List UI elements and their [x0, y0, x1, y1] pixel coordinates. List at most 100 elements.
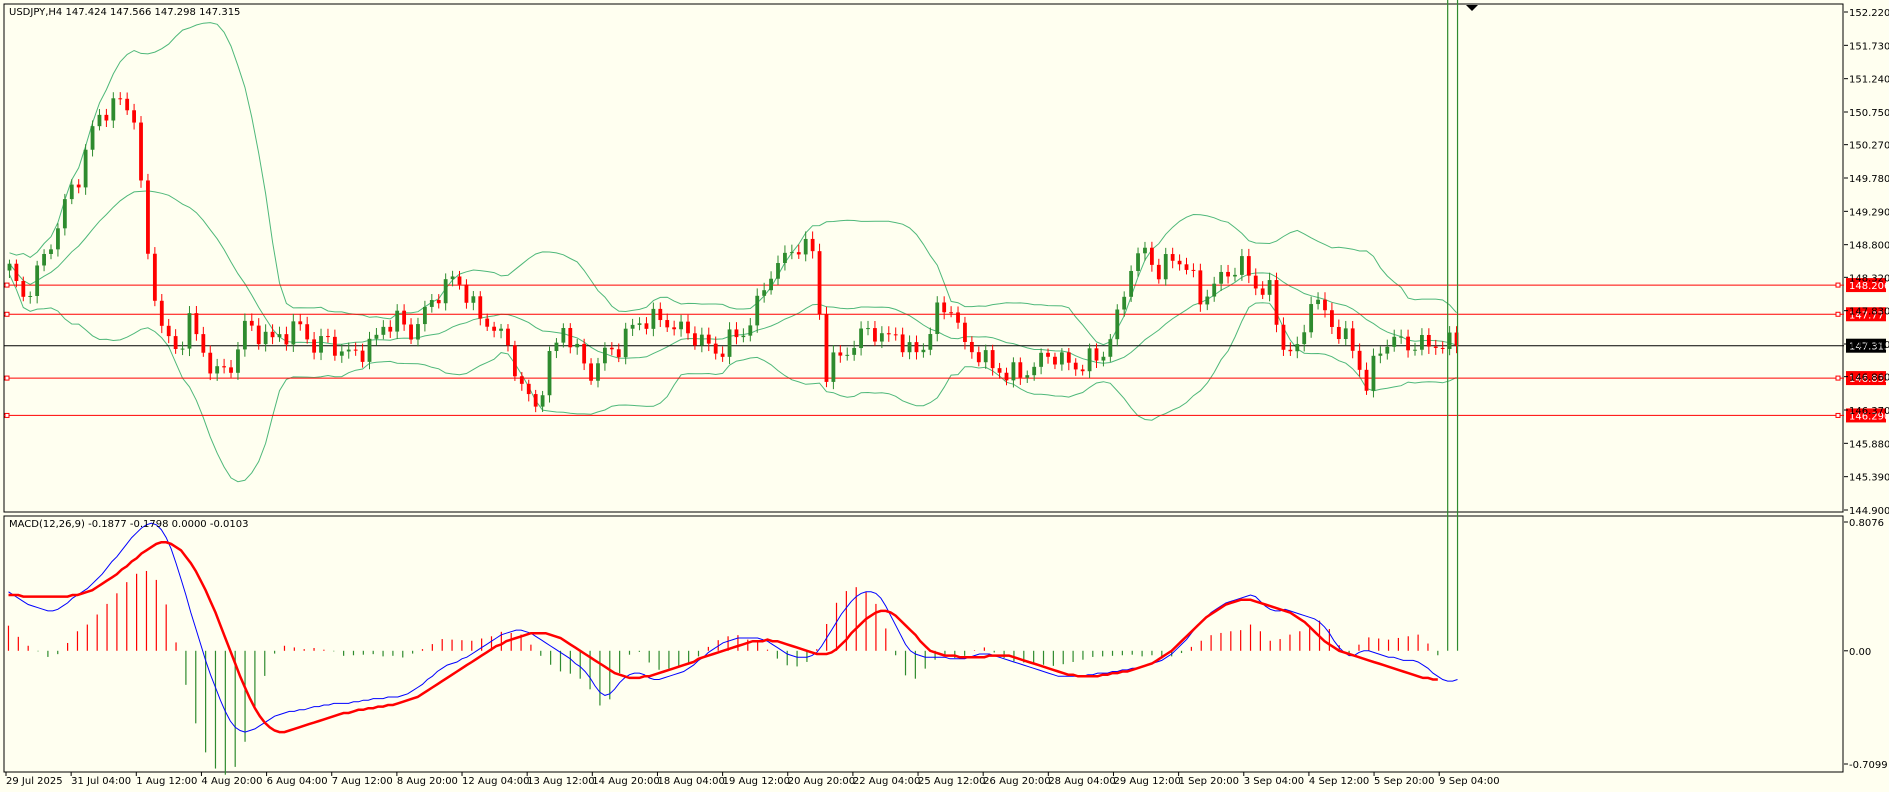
- candle-body: [1018, 362, 1023, 378]
- candle-body: [56, 228, 60, 250]
- candle-body: [824, 314, 829, 382]
- candle: [1184, 257, 1189, 275]
- level-left-handle-1[interactable]: [4, 311, 10, 317]
- candle: [1281, 317, 1286, 356]
- candle-body: [942, 302, 947, 313]
- candle: [312, 332, 317, 360]
- candle: [582, 338, 587, 371]
- candle-body: [1219, 271, 1224, 284]
- candle: [1156, 258, 1161, 284]
- candle-body: [1323, 299, 1327, 311]
- time-tick-label: 29 Jul 2025: [6, 776, 63, 787]
- candle-body: [21, 280, 26, 297]
- level-right-handle-0[interactable]: [1835, 282, 1841, 288]
- time-tick-label: 31 Jul 04:00: [71, 776, 131, 787]
- level-right-handle-3[interactable]: [1835, 412, 1841, 418]
- candle: [1302, 324, 1307, 352]
- candle: [1378, 346, 1383, 364]
- candle-body: [1426, 334, 1431, 347]
- level-price-tag-text-2: 146.839: [1849, 374, 1889, 385]
- candle-body: [748, 325, 753, 336]
- level-right-handle-1[interactable]: [1835, 311, 1841, 317]
- time-tick-label: 22 Aug 04:00: [853, 776, 920, 787]
- main-plot-frame: [3, 3, 1844, 513]
- candle: [914, 335, 919, 360]
- price-tick-label: 147.830: [1849, 307, 1889, 318]
- candle-body: [284, 334, 289, 345]
- candle: [603, 342, 607, 371]
- candle-body: [236, 349, 240, 373]
- candle: [831, 345, 836, 390]
- candle-body: [893, 334, 898, 336]
- candle-body: [1281, 324, 1286, 350]
- candle: [547, 346, 552, 403]
- price-tick-label: 147.340: [1849, 340, 1889, 351]
- candle: [42, 249, 46, 272]
- candle: [1198, 263, 1203, 312]
- time-tick-label: 4 Aug 20:00: [201, 776, 262, 787]
- candle-body: [838, 352, 843, 356]
- candle: [589, 358, 593, 385]
- candle: [1226, 264, 1230, 284]
- time-tick-label: 29 Aug 12:00: [1113, 776, 1180, 787]
- candle-body: [1011, 362, 1016, 381]
- candle: [1094, 343, 1099, 368]
- candle-body: [866, 328, 870, 330]
- candle: [699, 327, 704, 353]
- candle-body: [222, 366, 227, 368]
- time-tick-label: 28 Aug 04:00: [1048, 776, 1115, 787]
- candle: [1011, 357, 1016, 388]
- candle: [1392, 329, 1397, 352]
- candle: [49, 244, 53, 260]
- candle: [1330, 302, 1334, 335]
- candle: [353, 342, 358, 356]
- level-right-handle-2[interactable]: [1835, 375, 1841, 381]
- macd-histogram: [7, 0, 1459, 775]
- candle: [263, 324, 268, 352]
- level-left-handle-0[interactable]: [4, 282, 10, 288]
- candle-body: [229, 367, 233, 373]
- candle-body: [416, 324, 420, 340]
- candle: [741, 328, 746, 343]
- candle-body: [395, 310, 400, 332]
- candle-body: [1239, 256, 1244, 275]
- level-left-handle-3[interactable]: [4, 412, 10, 418]
- candle: [928, 327, 933, 356]
- macd-plot-frame: [3, 515, 1844, 773]
- time-axis: 29 Jul 2025 31 Jul 04:00 1 Aug 12:00 4 Aug …: [5, 772, 1500, 787]
- price-tick-label: 148.320: [1849, 273, 1889, 284]
- candle: [270, 324, 275, 345]
- price-tick-label: 150.750: [1849, 108, 1889, 119]
- candle-body: [1108, 339, 1113, 357]
- time-tick-label: 6 Aug 04:00: [267, 776, 328, 787]
- candle-body: [983, 350, 988, 363]
- candle: [1316, 292, 1320, 310]
- candle: [35, 260, 40, 304]
- candle-body: [402, 310, 407, 325]
- candle: [326, 328, 330, 343]
- candle-body: [845, 354, 850, 356]
- candle: [949, 306, 954, 318]
- candle-body: [409, 324, 413, 340]
- candle-body: [270, 331, 275, 338]
- candle: [1004, 367, 1009, 386]
- candle-body: [49, 249, 53, 254]
- chart-shift-marker[interactable]: [1466, 5, 1478, 11]
- price-tick-label: 149.780: [1849, 174, 1889, 185]
- level-price-tag-text-3: 146.290: [1849, 411, 1889, 422]
- candle: [1032, 362, 1037, 381]
- candle: [506, 324, 510, 352]
- candle: [893, 327, 898, 341]
- candle-body: [1066, 352, 1071, 363]
- candle: [1205, 289, 1210, 311]
- candle-body: [873, 328, 877, 342]
- candle-body: [658, 308, 663, 321]
- candle: [1191, 263, 1196, 278]
- candle: [956, 306, 960, 329]
- candle-body: [699, 334, 704, 346]
- candle-body: [422, 306, 427, 325]
- level-left-handle-2[interactable]: [4, 375, 10, 381]
- candle: [969, 336, 974, 359]
- candle-body: [125, 98, 130, 111]
